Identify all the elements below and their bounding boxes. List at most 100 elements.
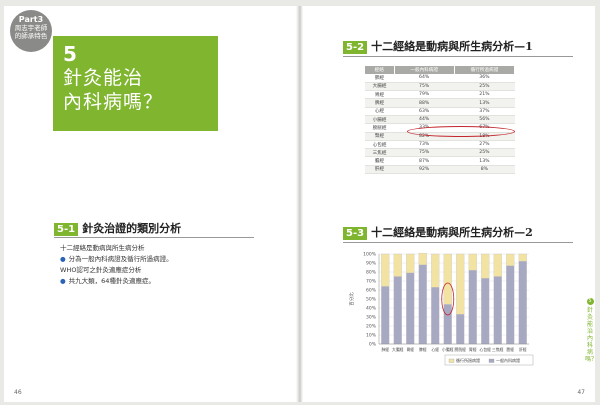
x-tick-label: 脾經 bbox=[419, 347, 427, 352]
table-cell: 73% bbox=[394, 140, 455, 150]
bar-segment bbox=[431, 253, 440, 288]
x-tick-label: 腎經 bbox=[469, 347, 477, 352]
part-subtitle-2: 的師承特色 bbox=[14, 32, 48, 40]
x-tick-label: 肝經 bbox=[519, 347, 527, 352]
bar-segment bbox=[468, 253, 477, 271]
part-badge: Part3 周志宇老師 的師承特色 bbox=[10, 10, 52, 52]
table-cell: 63% bbox=[394, 107, 455, 117]
x-tick-label: 三焦經 bbox=[492, 347, 504, 352]
table-cell: 27% bbox=[454, 140, 515, 150]
table-cell: 心包經 bbox=[365, 140, 395, 150]
table-cell: 13% bbox=[454, 156, 515, 166]
section-divider bbox=[54, 237, 254, 238]
part-label: Part3 bbox=[18, 15, 44, 24]
bar-segment bbox=[506, 265, 515, 345]
legend-box bbox=[444, 354, 534, 366]
x-tick-label: 胃經 bbox=[406, 347, 414, 352]
bar-segment bbox=[481, 278, 490, 345]
bullet-icon: ● bbox=[60, 255, 66, 263]
bar-segment bbox=[468, 270, 477, 345]
section-title: 針灸治證的類別分析 bbox=[82, 222, 182, 235]
bar-segment bbox=[381, 253, 390, 287]
table-row: 胃經 79% 21% bbox=[365, 90, 515, 100]
section-number: 5-1 bbox=[54, 223, 79, 236]
table-cell: 心經 bbox=[365, 107, 395, 117]
table-cell: 75% bbox=[394, 82, 455, 92]
chapter-hero: 5 針灸能治 內科病嗎？ bbox=[53, 36, 218, 131]
side-tab-number: 5 bbox=[586, 298, 594, 305]
table-cell: 胃經 bbox=[365, 90, 395, 100]
y-tick-label: 60% bbox=[366, 288, 377, 294]
table-cell: 25% bbox=[454, 148, 515, 158]
table-cell: 大腸經 bbox=[365, 82, 395, 92]
section-number: 5-3 bbox=[343, 227, 368, 240]
table-cell: 75% bbox=[394, 148, 455, 158]
section-number: 5-2 bbox=[343, 41, 368, 54]
chapter-side-tab: 5 針灸能治內科病嗎？ bbox=[585, 298, 595, 363]
table-row: 膽經 87% 13% bbox=[365, 156, 515, 166]
table-cell: 腎經 bbox=[365, 132, 395, 141]
table-cell: 肝經 bbox=[365, 165, 395, 175]
page-number: 46 bbox=[14, 389, 22, 396]
table-cell: 小腸經 bbox=[365, 115, 395, 125]
y-tick-label: 40% bbox=[366, 306, 377, 312]
side-tab-label: 針灸能治內科病嗎？ bbox=[585, 307, 595, 363]
table-row: 脾經 88% 13% bbox=[365, 98, 515, 108]
table-cell: 肺經 bbox=[365, 74, 395, 83]
table-cell: 56% bbox=[454, 115, 515, 125]
table-cell: 64% bbox=[394, 74, 455, 83]
bar-segment bbox=[418, 252, 427, 265]
chapter-title-line1: 針灸能治 bbox=[63, 67, 144, 89]
bar-segment bbox=[518, 261, 527, 345]
y-tick-label: 70% bbox=[366, 279, 377, 285]
legend-label: 一般內科病證 bbox=[496, 357, 520, 363]
section-divider bbox=[343, 242, 573, 243]
x-tick-label: 心包經 bbox=[480, 347, 492, 352]
body-line: ● 共九大類，64種針灸適應症。 bbox=[60, 277, 155, 285]
table-cell: 44% bbox=[394, 115, 455, 125]
bar-segment bbox=[381, 286, 390, 345]
right-page: 5-2 十二經絡是動病與所生病分析—1 經絡 一般內科病證 循行所過病證 肺經 64… bbox=[303, 6, 595, 402]
table-cell: 37% bbox=[454, 107, 515, 117]
table-cell: 87% bbox=[394, 156, 455, 166]
table-row: 小腸經 44% 56% bbox=[365, 115, 515, 125]
meridian-table: 經絡 一般內科病證 循行所過病證 肺經 64% 36% 大腸經 75% 25% 胃經 79% 2… bbox=[365, 66, 516, 175]
bar-segment bbox=[493, 276, 502, 345]
highlight-ellipse bbox=[441, 282, 455, 316]
part-subtitle-1: 周志宇老師 bbox=[14, 24, 48, 32]
highlight-ellipse bbox=[407, 126, 515, 137]
table-row: 心經 63% 37% bbox=[365, 107, 515, 117]
table-cell: 21% bbox=[454, 90, 515, 100]
table-cell: 82% bbox=[394, 132, 455, 141]
bar-segment bbox=[493, 253, 502, 277]
table-cell: 25% bbox=[454, 82, 515, 92]
bullet-icon: ● bbox=[60, 277, 66, 285]
bar-segment bbox=[406, 253, 415, 274]
bar-segment bbox=[443, 304, 452, 345]
section-title: 十二經絡是動病與所生病分析—2 bbox=[371, 226, 533, 239]
table-row: 大腸經 75% 25% bbox=[365, 82, 515, 92]
legend-swatch bbox=[488, 358, 495, 363]
y-tick-label: 20% bbox=[366, 324, 377, 330]
table-cell: 36% bbox=[454, 74, 515, 83]
table-header-row: 經絡 一般內科病證 循行所過病證 bbox=[365, 66, 516, 74]
bar-segment bbox=[456, 253, 465, 315]
body-line: ● 分為一般內科病證及循行所過病證。 bbox=[60, 255, 173, 263]
table-cell: 8% bbox=[454, 165, 515, 175]
bar-segment bbox=[431, 287, 440, 345]
table-cell: 脾經 bbox=[365, 98, 395, 108]
bar-segment bbox=[418, 264, 427, 345]
table-row: 三焦經 75% 25% bbox=[365, 148, 515, 158]
bar-segment bbox=[456, 314, 465, 345]
table-cell: 三焦經 bbox=[365, 148, 395, 158]
x-tick-label: 小腸經 bbox=[442, 347, 454, 352]
bar-segment bbox=[393, 276, 402, 345]
table-cell: 膀胱經 bbox=[365, 123, 395, 133]
legend-label: 循行所過病證 bbox=[456, 357, 480, 363]
bar-segment bbox=[506, 253, 515, 266]
section-5-1-heading: 5-1 針灸治證的類別分析 bbox=[54, 220, 181, 236]
y-tick-label: 10% bbox=[366, 333, 377, 339]
table-header: 經絡 bbox=[365, 66, 395, 74]
chapter-number: 5 bbox=[63, 42, 77, 66]
y-tick-label: 50% bbox=[366, 297, 377, 303]
